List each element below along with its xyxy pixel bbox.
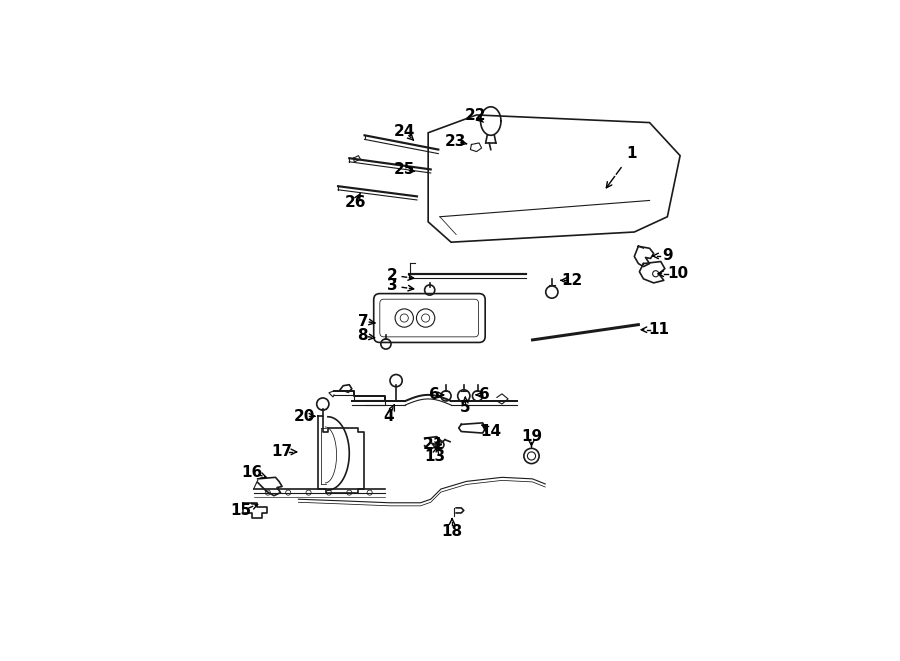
Text: 6: 6 xyxy=(429,387,440,403)
Text: 13: 13 xyxy=(424,449,446,465)
Text: 17: 17 xyxy=(272,444,292,459)
Text: 25: 25 xyxy=(393,163,415,177)
Text: 12: 12 xyxy=(562,273,583,288)
Text: 5: 5 xyxy=(460,400,471,415)
Text: 6: 6 xyxy=(479,387,490,403)
Text: 20: 20 xyxy=(293,408,315,424)
Text: 8: 8 xyxy=(356,329,367,343)
Text: 11: 11 xyxy=(648,322,670,337)
Text: 23: 23 xyxy=(445,134,466,149)
Text: 14: 14 xyxy=(481,424,501,439)
Text: 7: 7 xyxy=(358,313,369,329)
Text: 4: 4 xyxy=(383,408,394,424)
Polygon shape xyxy=(471,143,482,151)
Text: 9: 9 xyxy=(662,249,672,264)
Text: 3: 3 xyxy=(387,278,398,293)
Text: 24: 24 xyxy=(393,124,415,139)
Text: 26: 26 xyxy=(345,195,366,210)
Text: 10: 10 xyxy=(667,266,688,281)
Text: 22: 22 xyxy=(464,108,486,124)
Text: 2: 2 xyxy=(387,268,398,283)
Text: 15: 15 xyxy=(230,504,252,518)
Text: 1: 1 xyxy=(626,145,637,161)
Text: 18: 18 xyxy=(442,524,463,539)
Text: 16: 16 xyxy=(241,465,262,480)
Text: 19: 19 xyxy=(521,429,542,444)
Text: 21: 21 xyxy=(423,438,444,452)
